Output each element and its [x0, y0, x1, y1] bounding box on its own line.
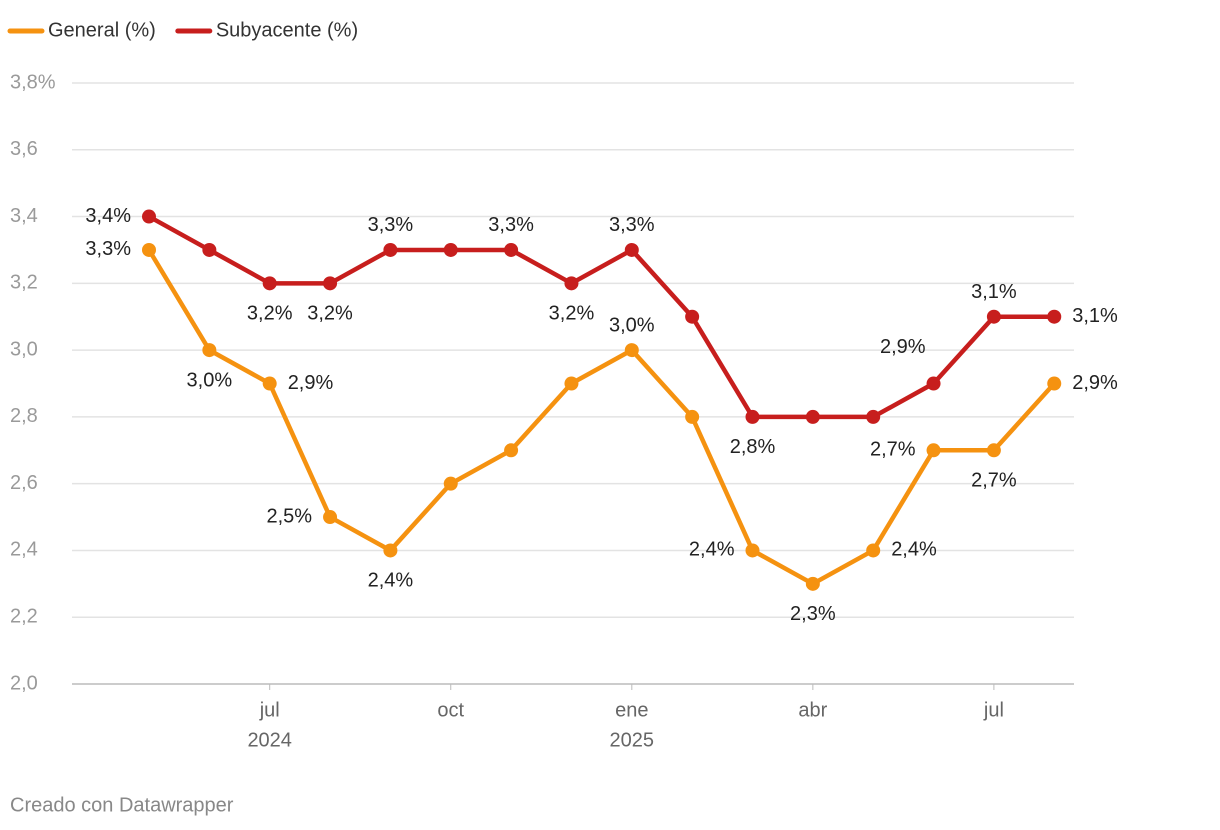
data-label: 3,2%: [549, 303, 595, 325]
data-label: 2,8%: [730, 436, 776, 458]
data-label: 3,3%: [368, 214, 414, 236]
y-tick-label: 2,2: [10, 606, 38, 628]
data-point: [564, 276, 579, 291]
legend-label: General (%): [48, 19, 156, 41]
x-tick-label: oct: [437, 699, 464, 721]
data-label: 2,7%: [971, 470, 1017, 492]
data-point: [1047, 376, 1062, 391]
data-label: 2,9%: [880, 336, 926, 358]
data-label: 2,9%: [1072, 372, 1118, 394]
data-point: [202, 242, 217, 257]
data-label: 2,7%: [870, 439, 916, 461]
data-label: 3,4%: [85, 205, 131, 227]
data-point: [443, 242, 458, 257]
data-point: [504, 443, 519, 458]
x-tick-label: abr: [798, 699, 827, 721]
data-point: [624, 343, 639, 358]
x-year-label: 2024: [247, 729, 292, 751]
data-label: 3,1%: [971, 281, 1017, 303]
y-tick-label: 2,0: [10, 672, 38, 694]
data-label: 3,0%: [609, 314, 655, 336]
x-tick-label: jul: [259, 699, 280, 721]
data-point: [202, 343, 217, 358]
data-label: 3,2%: [307, 303, 353, 325]
data-point: [383, 543, 398, 558]
data-label: 2,4%: [891, 539, 937, 561]
data-point: [986, 443, 1001, 458]
data-point: [805, 576, 820, 591]
x-year-label: 2025: [610, 729, 655, 751]
y-tick-label: 3,8%: [10, 71, 56, 93]
y-tick-label: 3,2: [10, 272, 38, 294]
data-point: [685, 409, 700, 424]
data-label: 2,4%: [689, 539, 735, 561]
data-point: [564, 376, 579, 391]
data-point: [745, 543, 760, 558]
data-point: [926, 376, 941, 391]
data-point: [986, 309, 1001, 324]
data-point: [262, 376, 277, 391]
data-point: [504, 242, 519, 257]
data-point: [443, 476, 458, 491]
data-point: [142, 209, 156, 224]
data-point: [685, 309, 700, 324]
data-point: [383, 242, 398, 257]
data-point: [745, 409, 760, 424]
y-tick-label: 3,0: [10, 338, 38, 360]
y-tick-label: 2,4: [10, 539, 38, 561]
data-point: [866, 409, 881, 424]
data-point: [262, 276, 277, 291]
y-tick-label: 2,6: [10, 472, 38, 494]
y-tick-label: 3,6: [10, 138, 38, 160]
data-label: 2,5%: [266, 505, 312, 527]
y-tick-label: 2,8: [10, 405, 38, 427]
data-label: 3,3%: [85, 238, 131, 260]
data-label: 3,3%: [609, 214, 655, 236]
data-point: [805, 409, 820, 424]
footer: Creado con Datawrapper: [10, 794, 234, 816]
data-label: 2,3%: [790, 603, 836, 625]
legend-label: Subyacente (%): [216, 19, 358, 41]
data-label: 3,0%: [187, 369, 233, 391]
data-point: [323, 510, 338, 525]
data-label: 2,9%: [288, 372, 334, 394]
data-point: [323, 276, 338, 291]
data-label: 3,1%: [1072, 305, 1118, 327]
y-tick-label: 3,4: [10, 205, 38, 227]
data-label: 2,4%: [368, 570, 414, 592]
x-tick-label: ene: [615, 699, 648, 721]
series-line: [147, 214, 1055, 420]
data-label: 3,2%: [247, 303, 293, 325]
data-point: [926, 443, 941, 458]
data-point: [1047, 309, 1062, 324]
data-label: 3,3%: [488, 214, 534, 236]
data-point: [142, 242, 156, 257]
data-point: [624, 242, 639, 257]
x-tick-label: jul: [983, 699, 1004, 721]
data-point: [866, 543, 881, 558]
series-line: [147, 248, 1056, 587]
